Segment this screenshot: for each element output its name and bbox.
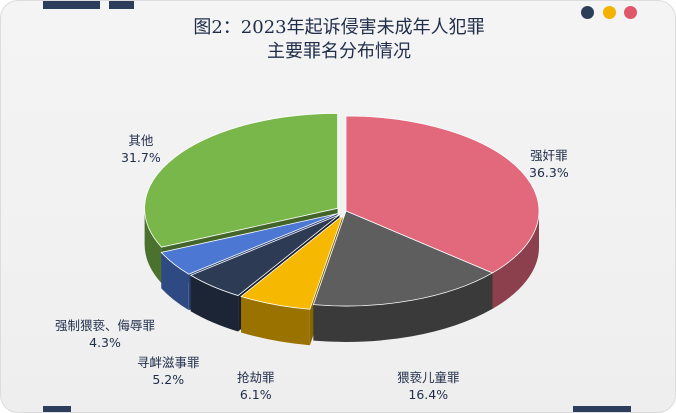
category-label: 寻衅滋事罪 — [137, 355, 200, 370]
category-label: 其他 — [128, 133, 154, 148]
slice-other-wall-0 — [144, 208, 162, 284]
category-label: 猥亵儿童罪 — [397, 370, 460, 385]
bottom-tab-right — [573, 406, 631, 412]
category-label: 抢劫罪 — [237, 370, 275, 385]
slice-robbery — [240, 214, 344, 310]
value-label: 31.7% — [121, 150, 161, 165]
value-label: 36.3% — [529, 165, 569, 180]
value-label: 5.2% — [152, 372, 185, 387]
top-tab-left — [43, 1, 100, 9]
slice-provoking-trouble — [189, 214, 340, 297]
decor-dot-yellow — [603, 6, 616, 19]
decor-dot-navy — [581, 6, 594, 19]
slice-forcible-indecency — [160, 213, 338, 275]
data-label-rape: 强奸罪 36.3% — [529, 147, 569, 181]
value-label: 4.3% — [89, 335, 121, 350]
data-label-provoking-trouble: 寻衅滋事罪 5.2% — [137, 354, 200, 388]
chart-title: 图2：2023年起诉侵害未成年人犯罪 — [193, 17, 485, 38]
slice-other — [144, 112, 339, 248]
slice-robbery-wall-0 — [241, 296, 310, 346]
decor-dot-red — [624, 6, 637, 19]
bottom-tab-left — [43, 406, 71, 412]
value-label: 6.1% — [239, 387, 272, 402]
chart-subtitle: 主要罪名分布情况 — [267, 41, 411, 62]
pie-top-faces — [144, 112, 540, 310]
slice-forcible-indecency-wall-0 — [161, 252, 189, 311]
slice-rape — [345, 115, 540, 274]
data-label-robbery: 抢劫罪 6.1% — [237, 369, 275, 403]
slice-provoking-trouble-wall-0 — [190, 275, 239, 332]
data-label-other: 其他 31.7% — [121, 132, 161, 166]
slice-child-molestation-wall-0 — [313, 272, 493, 342]
category-label: 强奸罪 — [530, 148, 568, 163]
slice-rape-wall-0 — [492, 211, 539, 309]
data-label-forcible-indecency: 强制猥亵、侮辱罪 4.3% — [55, 317, 155, 351]
data-label-child-molestation: 猥亵儿童罪 16.4% — [397, 369, 460, 403]
top-tab-right — [109, 1, 134, 9]
category-label: 强制猥亵、侮辱罪 — [55, 318, 156, 333]
slice-child-molestation — [312, 210, 494, 307]
value-label: 16.4% — [408, 387, 449, 402]
